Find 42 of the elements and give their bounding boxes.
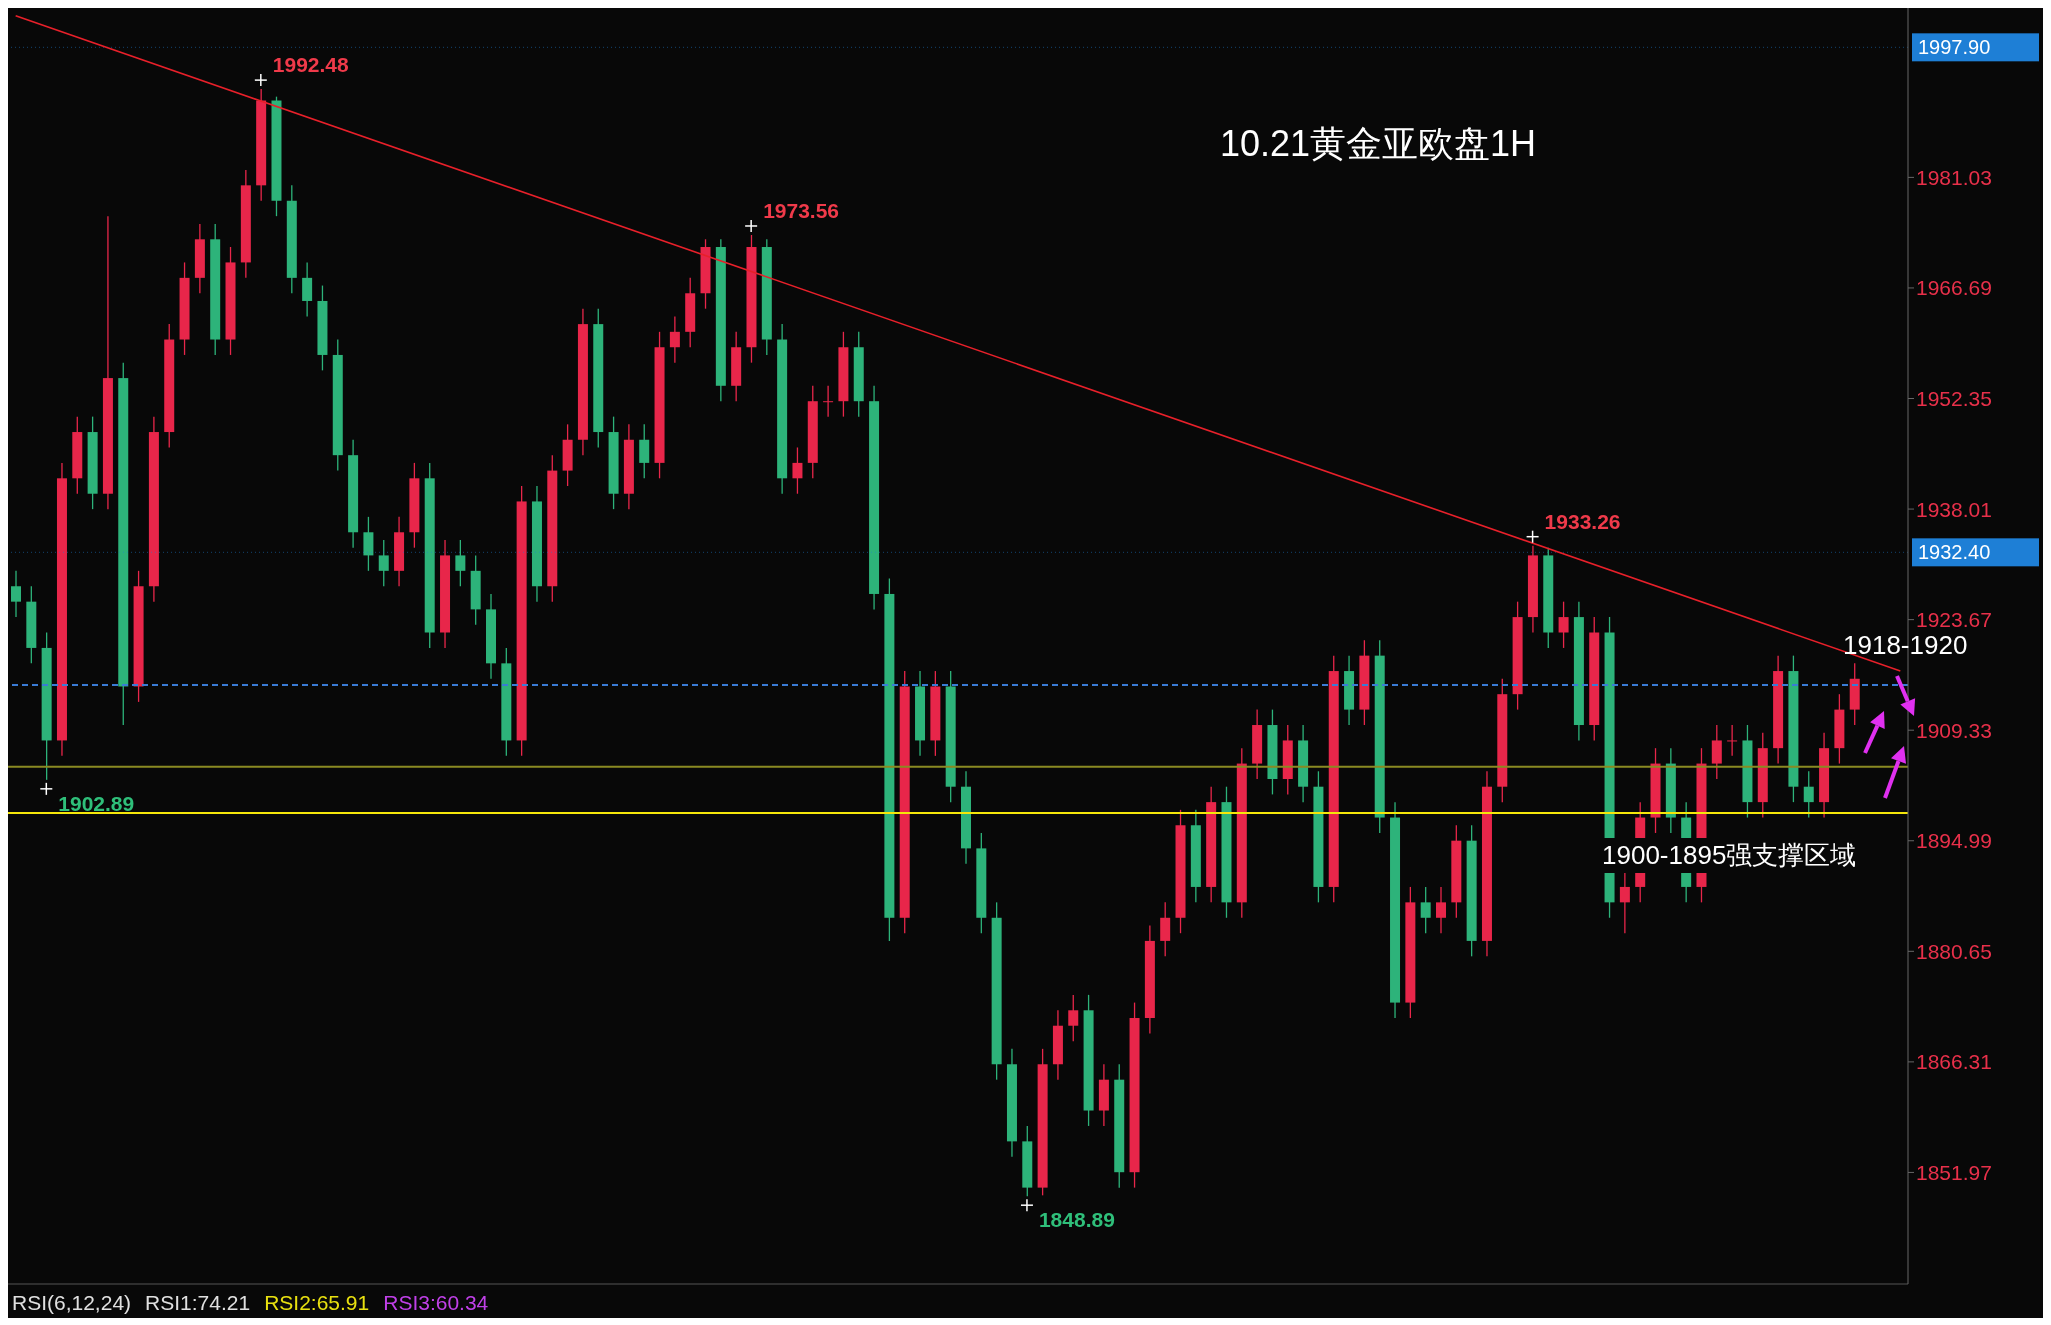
candlestick: [669, 315, 680, 364]
annotation: 1918-1920: [1843, 630, 1968, 661]
ref-line-label: 1932.40: [1918, 541, 1991, 564]
candlestick: [363, 516, 374, 572]
text: 10.21黄金亚欧盘1H: [1220, 122, 1537, 166]
candlestick: [455, 539, 466, 587]
annotation: 1848.89: [1038, 1208, 1115, 1232]
y-tick-label: 1966.69: [1916, 276, 1992, 300]
candlestick: [1803, 770, 1814, 819]
text: RSI1:74.21: [145, 1291, 251, 1315]
annotation: 1973.56: [763, 198, 840, 222]
candlestick: [1160, 901, 1171, 957]
candlestick: [639, 423, 650, 479]
candlestick: [1711, 724, 1722, 780]
candlestick: [1068, 994, 1079, 1042]
y-tick-label: 1866.31: [1916, 1050, 1992, 1074]
annotation: 1933.26: [1544, 509, 1621, 533]
annotation: 1992.48: [272, 53, 350, 77]
y-tick-label: 1880.65: [1916, 939, 1992, 963]
y-tick-label: 1894.99: [1916, 829, 1992, 853]
y-tick-label: 1981.03: [1916, 165, 1992, 189]
candlestick: [1727, 724, 1738, 757]
y-tick-label: 1851.97: [1916, 1160, 1992, 1184]
annotation: 1900-1895强支撑区域: [1598, 838, 1861, 873]
text: RSI2:65.91: [264, 1291, 370, 1315]
y-tick-label: 1909.33: [1916, 718, 1992, 742]
candlestick: [11, 570, 21, 618]
annotation: 1902.89: [58, 791, 135, 815]
candlestick: [1619, 870, 1630, 934]
candlestick: [378, 539, 389, 587]
ref-line-label: 1997.90: [1918, 36, 1991, 59]
candlestick: [1420, 886, 1431, 934]
candlestick: [1436, 886, 1446, 934]
y-tick-label: 1938.01: [1916, 497, 1992, 521]
text: RSI3:60.34: [383, 1291, 489, 1315]
candlestick: [823, 385, 834, 418]
candlestick: [1558, 601, 1569, 649]
text: RSI(6,12,24): [12, 1291, 132, 1315]
y-tick-label: 1923.67: [1916, 608, 1992, 632]
candlestick: [792, 446, 803, 495]
y-tick-label: 1952.35: [1916, 386, 1992, 410]
candlestick: [302, 261, 313, 318]
